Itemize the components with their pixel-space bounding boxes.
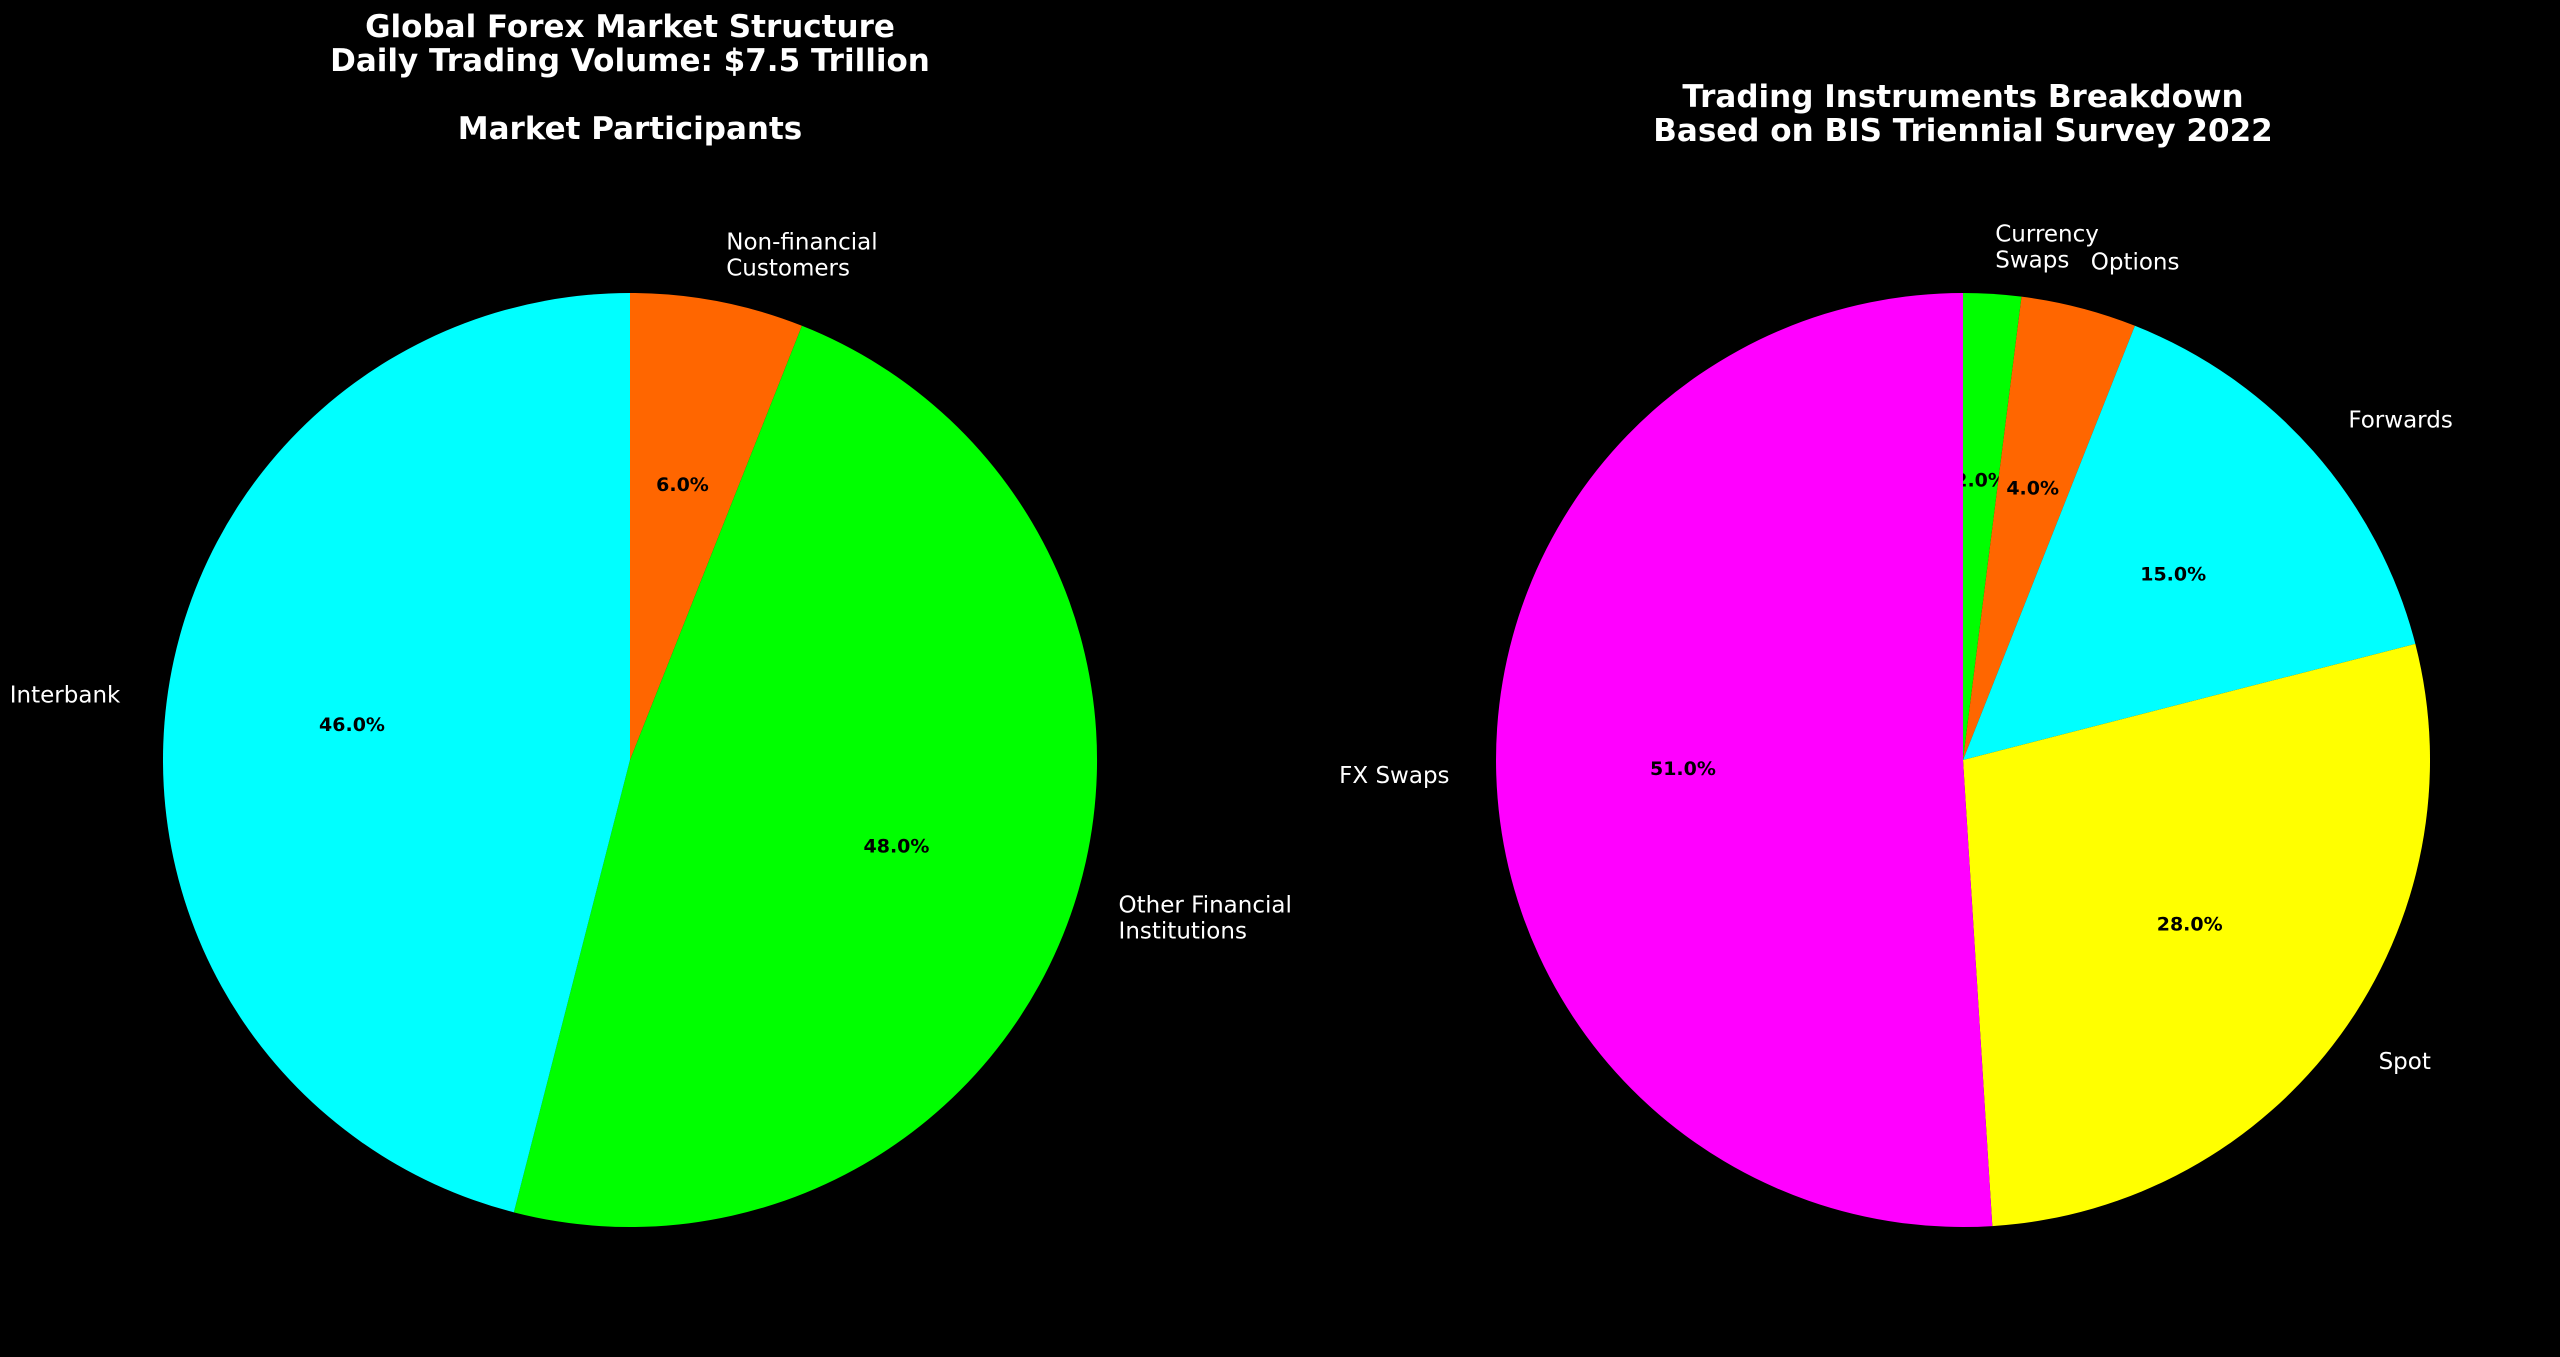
pie-category-label-line: FX Swaps [1339, 763, 1449, 789]
pie-value-label-interbank: 46.0% [319, 714, 385, 736]
pie-slice-interbank [162, 293, 630, 1213]
pie-category-label-interbank: Interbank [10, 683, 121, 709]
pie-value-label-options: 4.0% [2006, 478, 2059, 500]
pie-value-label-spot: 28.0% [2157, 914, 2223, 936]
pie-category-label-line: Spot [2379, 1049, 2431, 1075]
pie-slice-spot [1963, 643, 2431, 1227]
pie-category-label-line: Options [2091, 249, 2180, 275]
chart-title-line: Based on BIS Triennial Survey 2022 [1653, 113, 2272, 149]
pie-value-label-other-financial-institutions: 48.0% [864, 836, 930, 858]
chart-title-line: Trading Instruments Breakdown [1682, 79, 2243, 115]
pie-category-label-options: Options [2091, 249, 2180, 275]
pie-value-label-currency-swaps: 2.0% [1954, 469, 2007, 491]
pie-category-label-fx-swaps: FX Swaps [1339, 763, 1449, 789]
pie-slice-non-financial-customers [630, 293, 802, 760]
pie-category-label-line: Currency [1995, 221, 2099, 247]
pie-category-label-line: Other Financial [1119, 893, 1292, 919]
pie-value-label-forwards: 15.0% [2140, 564, 2206, 586]
pie-category-label-line: Customers [726, 255, 850, 281]
pie-category-label-non-financial-customers: Non-financial Customers [726, 229, 877, 281]
pie-slice-currency-swaps [1963, 293, 2022, 760]
chart-title: Global Forex Market Structure Daily Tradi… [330, 9, 930, 147]
pie-value-label-non-financial-customers: 6.0% [656, 474, 709, 496]
trading-instruments-pie: Trading Instruments Breakdown Based on BI… [1339, 79, 2453, 1227]
pie-category-label-line: Non-financial [726, 229, 877, 255]
pie-category-label-line: Interbank [10, 683, 121, 709]
pie-category-label-line: Institutions [1119, 919, 1247, 945]
chart-title: Trading Instruments Breakdown Based on BI… [1653, 79, 2272, 149]
pie-category-label-other-financial-institutions: Other Financial Institutions [1119, 893, 1292, 945]
chart-title-line: Daily Trading Volume: $7.5 Trillion [330, 43, 930, 79]
pie-slice-forwards [1963, 325, 2416, 760]
chart-title-line: Global Forex Market Structure [365, 9, 895, 45]
pie-category-label-line: Swaps [1995, 247, 2069, 273]
chart-title-line: Market Participants [458, 111, 802, 147]
market-participants-pie: Global Forex Market Structure Daily Tradi… [10, 9, 1292, 1228]
pie-slice-options [1963, 296, 2135, 760]
pie-slice-other-financial-institutions [513, 325, 1098, 1228]
pie-category-label-forwards: Forwards [2348, 407, 2452, 433]
pie-category-label-currency-swaps: Currency Swaps [1995, 221, 2099, 273]
pie-slice-fx-swaps [1496, 293, 1993, 1227]
pie-category-label-line: Forwards [2348, 407, 2452, 433]
pie-value-label-fx-swaps: 51.0% [1650, 758, 1716, 780]
pie-category-label-spot: Spot [2379, 1049, 2431, 1075]
